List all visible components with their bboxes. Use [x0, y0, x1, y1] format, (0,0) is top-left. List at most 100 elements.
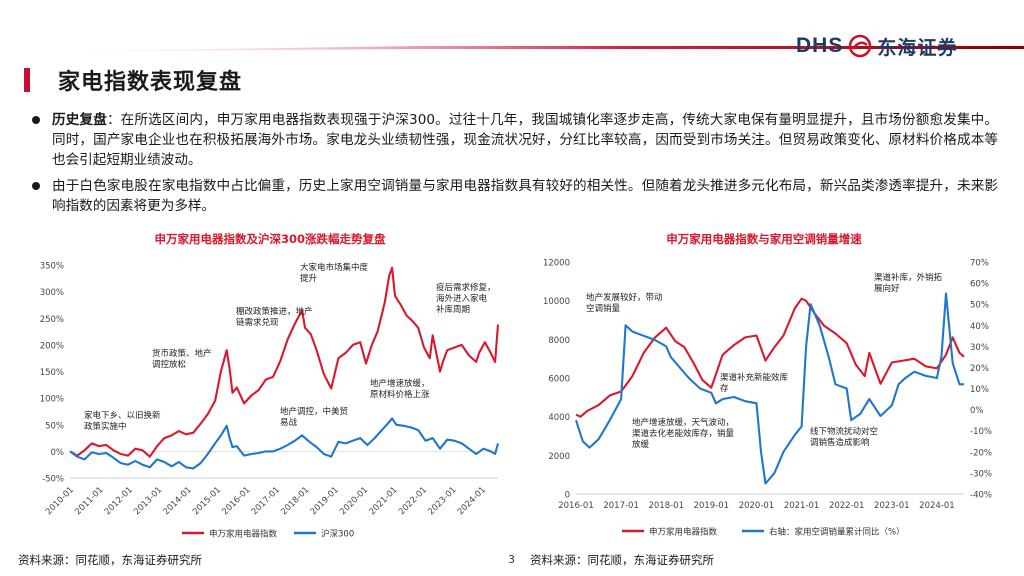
bullet-text: 由于白色家电股在家电指数中占比偏重，历史上家用空调销量与家用电器指数具有较好的相…	[52, 178, 998, 214]
annotation-text: 棚改政策推进，地产	[236, 306, 313, 317]
x-tick-label: 2023-01	[874, 501, 910, 511]
x-tick-label: 2011-01	[73, 485, 105, 517]
annotation-text: 调销售造成影响	[810, 437, 870, 448]
company-logo: DHS 东海证券	[796, 28, 957, 64]
x-tick-label: 2015-01	[191, 485, 223, 517]
annotation-text: 空调销量	[586, 303, 621, 314]
chart-title: 申万家用电器指数与家用空调销量增速	[666, 232, 862, 246]
y-tick-label: 0	[565, 491, 570, 501]
y-tick-label: 4000	[548, 413, 570, 423]
bullet-text: ：在所选区间内，申万家用电器指数表现强于沪深300。过往十几年，我国城镇化率逐步…	[52, 112, 998, 168]
annotation-text: 渠道补库，外销拓	[874, 272, 943, 283]
y2-tick-label: 20%	[970, 364, 989, 374]
annotation-text: 展向好	[874, 283, 900, 294]
y2-tick-label: 50%	[970, 301, 989, 311]
title-accent-bar	[24, 68, 30, 92]
x-tick-label: 2022-01	[829, 501, 865, 511]
series-line-2	[575, 292, 964, 485]
legend-label: 申万家用电器指数	[649, 527, 718, 538]
annotation-text: 线下物流扰动对空	[810, 426, 878, 437]
annotation-text: 地产增速放缓，天气波动，	[632, 417, 734, 428]
bullet-dot	[32, 116, 40, 124]
x-tick-label: 2020-01	[739, 501, 775, 511]
annotation-text: 提升	[300, 273, 318, 284]
x-tick-label: 2018-01	[648, 501, 684, 511]
annotation-text: 疫后需求修复，	[436, 282, 496, 293]
chart-right-container: 申万家用电器指数与家用空调销量增速 12000 10000 8000 6000 4000…	[524, 228, 1016, 550]
x-tick-label: 2019-01	[309, 485, 341, 517]
x-tick-label: 2018-01	[279, 485, 311, 517]
bullet-item: 历史复盘：在所选区间内，申万家用电器指数表现强于沪深300。过往十几年，我国城镇…	[30, 110, 998, 170]
legend-label: 沪深300	[321, 529, 354, 540]
series-line-2	[69, 417, 500, 470]
y-tick-label: 350%	[40, 262, 64, 272]
y-tick-label: 100%	[40, 395, 64, 405]
x-tick-label: 2019-01	[694, 501, 730, 511]
logo-latin-text: DHS	[796, 34, 844, 57]
x-tick-label: 2024-01	[456, 485, 488, 517]
annotation-text: 渠道补充新能效库	[720, 372, 789, 383]
bullet-label: 历史复盘	[52, 112, 107, 128]
annotation-text: 地产调控，中美贸	[280, 406, 348, 417]
annotation-text: 渠道去化老能效库存，销量	[632, 428, 735, 439]
annotation-text: 链需求兑现	[236, 317, 279, 328]
y2-tick-label: 60%	[970, 280, 989, 290]
x-tick-label: 2017-01	[250, 485, 282, 517]
annotation-text: 地产增速放缓，	[370, 378, 430, 389]
x-tick-label: 2014-01	[162, 485, 194, 517]
y-tick-label: 10000	[543, 297, 570, 307]
legend-label: 申万家用电器指数	[209, 529, 278, 540]
y-tick-label: 300%	[40, 288, 64, 298]
y2-tick-label: 70%	[970, 259, 989, 269]
y-tick-label: 200%	[40, 341, 64, 351]
x-tick-label: 2016-01	[558, 501, 594, 511]
annotation-text: 政策实施中	[84, 421, 127, 432]
legend-label: 右轴：家用空调销量累计同比（%）	[769, 527, 905, 538]
chart-title: 申万家用电器指数及沪深300涨跌幅走势复盘	[154, 232, 386, 246]
y-tick-label: 150%	[40, 368, 64, 378]
x-tick-label: 2022-01	[397, 485, 429, 517]
y2-tick-label: -30%	[970, 469, 992, 479]
page-number: 3	[508, 553, 515, 566]
page-title: 家电指数表现复盘	[58, 69, 243, 95]
x-tick-label: 2016-01	[220, 485, 252, 517]
annotation-text: 易战	[280, 417, 298, 428]
y-tick-label: 0%	[51, 448, 65, 458]
x-tick-label: 2024-01	[919, 501, 955, 511]
chart-right: 申万家用电器指数与家用空调销量增速 12000 10000 8000 6000 4000…	[543, 232, 992, 538]
series-line-1	[575, 297, 965, 418]
x-tick-label: 2012-01	[103, 485, 135, 517]
annotation-text: 货币政策、地产	[152, 348, 212, 359]
annotation-text: 海外进入家电	[436, 293, 488, 304]
y-tick-label: 250%	[40, 315, 64, 325]
annotation-text: 家电下乡、以旧换新	[84, 410, 161, 421]
annotation-text: 存	[720, 383, 729, 394]
annotation-text: 调控放松	[152, 359, 187, 370]
x-tick-label: 2010-01	[44, 485, 76, 517]
y-tick-label: 50%	[45, 421, 64, 431]
annotation-text: 大家电市场集中度	[300, 262, 369, 273]
x-tick-label: 2021-01	[784, 501, 820, 511]
annotation-text: 放缓	[632, 439, 650, 450]
y2-tick-label: 10%	[970, 385, 989, 395]
y2-tick-label: -20%	[970, 448, 992, 458]
y2-tick-label: 0%	[970, 406, 984, 416]
chart-left: 申万家用电器指数及沪深300涨跌幅走势复盘 350% 300% 250% 200% 15…	[40, 232, 500, 540]
y2-tick-label: 40%	[970, 322, 989, 332]
annotation-text: 补库周期	[436, 304, 470, 315]
y-tick-label: -50%	[42, 475, 64, 485]
bullet-dot	[32, 182, 40, 190]
logo-cn-text: 东海证券	[877, 36, 958, 59]
y-tick-label: 2000	[548, 452, 570, 462]
x-tick-label: 2023-01	[426, 485, 458, 517]
x-tick-label: 2020-01	[338, 485, 370, 517]
source-note-left: 资料来源：同花顺，东海证券研究所	[18, 553, 202, 567]
x-tick-label: 2017-01	[603, 501, 639, 511]
y-tick-label: 12000	[543, 259, 570, 269]
source-note-right: 资料来源：同花顺，东海证券研究所	[530, 553, 714, 567]
bullet-item: 由于白色家电股在家电指数中占比偏重，历史上家用空调销量与家用电器指数具有较好的相…	[30, 176, 998, 216]
logo-emblem-icon	[849, 34, 872, 58]
annotation-text: 原材料价格上涨	[370, 389, 430, 400]
y-tick-label: 8000	[548, 336, 570, 346]
top-accent-line	[0, 46, 1024, 52]
